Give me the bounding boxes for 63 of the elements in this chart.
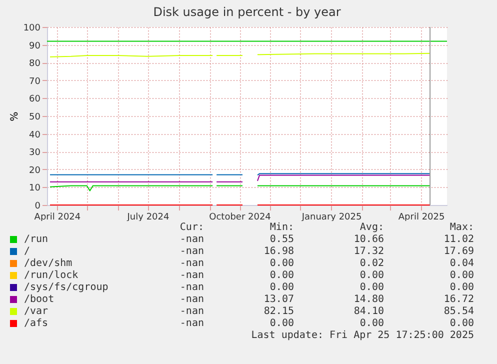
y-tick-label: 20	[29, 166, 41, 176]
chart-title: Disk usage in percent - by year	[153, 5, 341, 19]
x-tick-label: April 2024	[34, 212, 81, 222]
text: -nan	[178, 234, 204, 246]
text: 0.00	[358, 318, 384, 330]
legend-label: /run/lock	[24, 270, 80, 282]
text: Cur:	[178, 222, 204, 234]
y-tick-label: 100	[23, 24, 41, 34]
legend-label: /var	[24, 306, 50, 318]
y-tick-label: 80	[29, 59, 41, 70]
x-tick-label: October 2024	[209, 212, 272, 222]
text: 14.80	[352, 294, 384, 306]
x-tick-label: January 2025	[300, 212, 362, 222]
text: -nan	[178, 294, 204, 306]
text: 10.66	[352, 234, 384, 246]
y-axis-title: %	[9, 112, 20, 122]
text: 0.00	[268, 270, 294, 282]
text: Min:	[268, 222, 294, 234]
text: 0.55	[268, 234, 294, 246]
text: 0.00	[448, 318, 474, 330]
text: -nan	[178, 318, 204, 330]
text: 82.15	[262, 306, 294, 318]
text: 0.00	[268, 282, 294, 294]
text: -nan	[178, 270, 204, 282]
legend-label: /afs	[24, 318, 50, 330]
x-tick-label: April 2025	[398, 212, 445, 222]
y-tick-label: 10	[29, 184, 41, 194]
text: 84.10	[352, 306, 384, 318]
text: 0.00	[358, 282, 384, 294]
y-tick-label: 90	[29, 41, 41, 52]
text: -nan	[178, 246, 204, 258]
text: 85.54	[442, 306, 474, 318]
legend-label: /run	[24, 234, 50, 246]
text: 0.02	[358, 258, 384, 270]
text: 0.00	[268, 318, 294, 330]
text: 0.04	[448, 258, 474, 270]
x-tick-label: July 2024	[126, 212, 170, 222]
y-tick-label: 60	[29, 94, 41, 105]
legend-label: /boot	[24, 294, 56, 306]
y-tick-label: 70	[29, 76, 41, 87]
text: -nan	[178, 258, 204, 270]
text: 16.98	[262, 246, 294, 258]
y-tick-label: 30	[29, 148, 41, 158]
text: Avg:	[358, 222, 384, 234]
text: -nan	[178, 282, 204, 294]
text: Max:	[448, 222, 474, 234]
text: 0.00	[448, 282, 474, 294]
text: 16.72	[442, 294, 474, 306]
text: 0.00	[358, 270, 384, 282]
text: 17.32	[352, 246, 384, 258]
text: 0.00	[448, 270, 474, 282]
legend-label: /sys/fs/cgroup	[24, 282, 110, 294]
y-tick-label: 0	[34, 202, 41, 212]
text: Last update: Fri Apr 25 17:25:00 2025	[250, 330, 474, 342]
text: 17.69	[442, 246, 474, 258]
text: 13.07	[262, 294, 294, 306]
text: 11.02	[442, 234, 474, 246]
y-tick-label: 40	[29, 130, 41, 140]
y-tick-label: 50	[29, 112, 41, 122]
text: -nan	[178, 306, 204, 318]
legend-label: /dev/shm	[24, 258, 74, 270]
text: 0.00	[268, 258, 294, 270]
legend-label: /	[24, 246, 32, 258]
